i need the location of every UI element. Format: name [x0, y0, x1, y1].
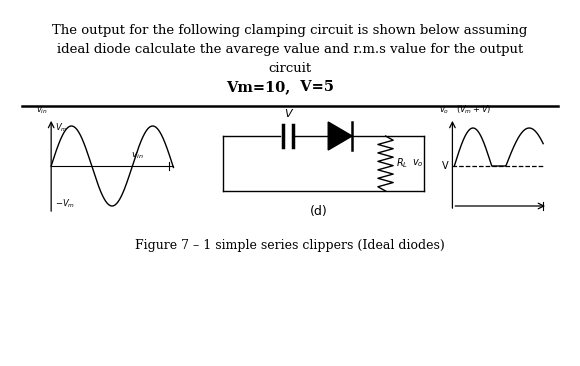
Text: V: V	[284, 109, 292, 119]
Text: $v_o$: $v_o$	[439, 105, 450, 116]
Polygon shape	[328, 122, 352, 150]
Text: (d): (d)	[310, 205, 328, 217]
Text: $v_{in}$: $v_{in}$	[131, 150, 143, 161]
Text: $v_{in}$: $v_{in}$	[37, 105, 48, 116]
Text: ideal diode calculate the avarege value and r.m.s value for the output: ideal diode calculate the avarege value …	[57, 43, 523, 56]
Text: Vm=10,: Vm=10,	[226, 80, 290, 94]
Text: The output for the following clamping circuit is shown below assuming: The output for the following clamping ci…	[52, 24, 528, 37]
Text: $V_m$: $V_m$	[55, 122, 68, 134]
Text: $v_o$: $v_o$	[412, 158, 424, 169]
Text: $-V_m$: $-V_m$	[55, 198, 75, 210]
Text: circuit: circuit	[269, 62, 311, 75]
Text: $(V_m + V)$: $(V_m + V)$	[456, 104, 492, 116]
Text: V: V	[442, 161, 448, 171]
Text: Figure 7 – 1 simple series clippers (Ideal diodes): Figure 7 – 1 simple series clippers (Ide…	[135, 239, 445, 253]
Text: V=5: V=5	[290, 80, 334, 94]
Text: $R_L$: $R_L$	[396, 157, 408, 171]
